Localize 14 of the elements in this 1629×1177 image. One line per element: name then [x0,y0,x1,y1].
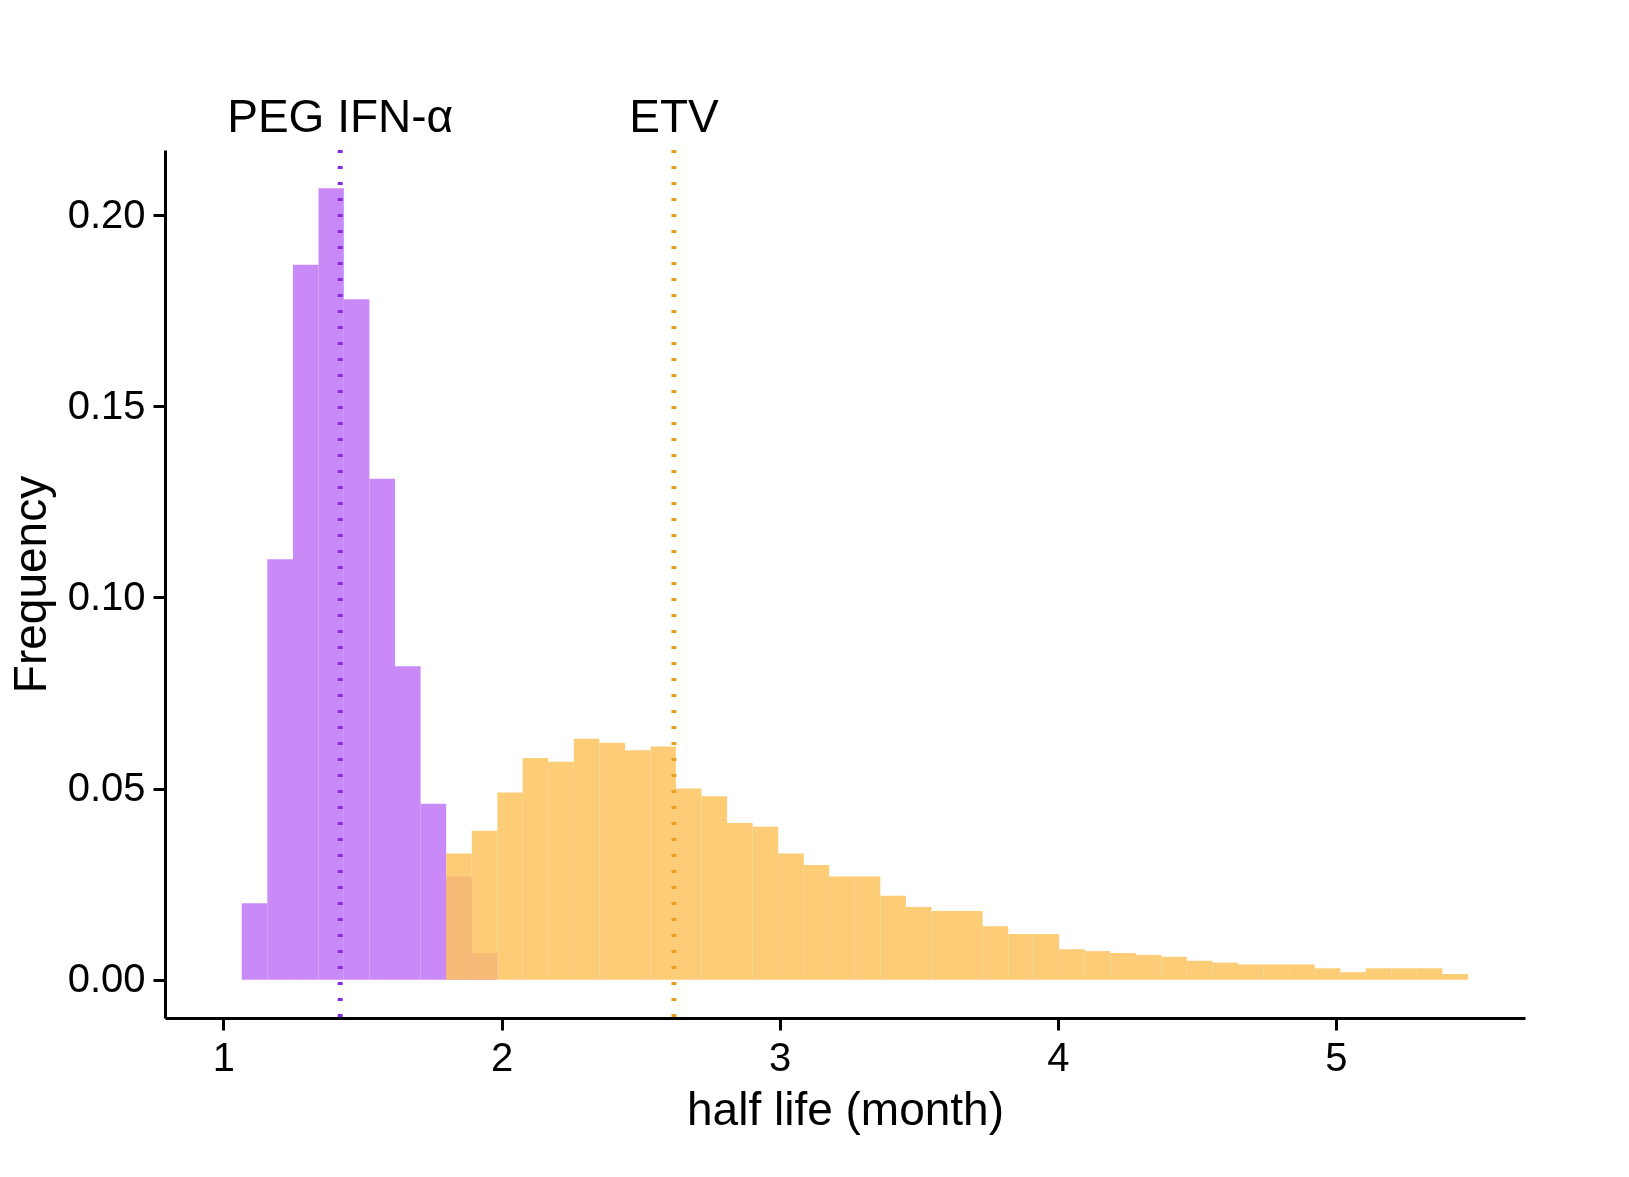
x-tick-label: 5 [1325,1034,1348,1079]
x-axis-title: half life (month) [686,1082,1005,1135]
x-tick-label: 4 [1047,1034,1070,1079]
x-tick-label: 2 [490,1034,514,1079]
x-tick-label: 3 [769,1034,792,1079]
y-axis-title: Frequency [3,475,56,694]
ref-line-label: ETV [629,90,719,142]
ref-line-label: PEG IFN-α [227,90,454,142]
y-tick-label: 0.00 [67,956,146,1001]
y-tick-label: 0.20 [67,191,146,236]
y-tick-label: 0.15 [67,382,146,427]
y-tick-label: 0.05 [67,765,146,810]
x-tick-label: 1 [212,1034,236,1079]
y-tick-label: 0.10 [67,573,146,618]
